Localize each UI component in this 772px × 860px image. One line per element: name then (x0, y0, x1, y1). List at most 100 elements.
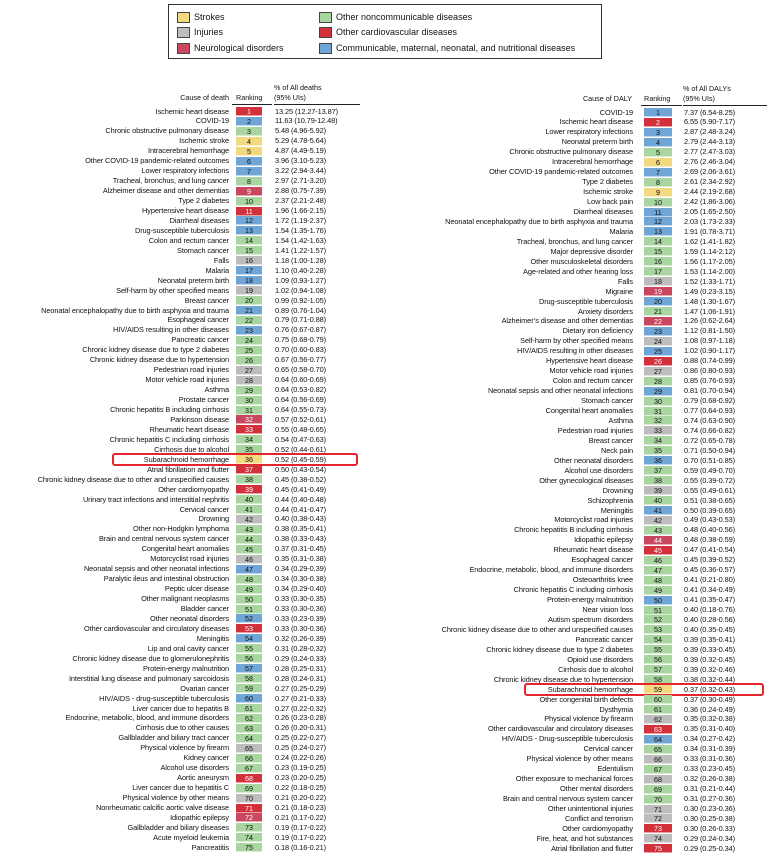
percent-value: 2.76 (2.46-3.04) (684, 157, 735, 167)
percent-value: 0.71 (0.50-0.94) (684, 445, 735, 455)
percent-value: 1.91 (0.78-3.71) (684, 226, 735, 236)
percent-value: 13.25 (12.27-13.87) (275, 106, 339, 116)
cause-name: Liver cancer due to hepatitis C (132, 783, 229, 793)
rank-cell: 73 (644, 824, 672, 834)
percent-value: 0.81 (0.70-0.94) (684, 386, 735, 396)
cause-name: Low back pain (587, 197, 633, 207)
header-pct-line1: % of All deaths (274, 83, 322, 92)
percent-value: 0.64 (0.60-0.69) (275, 375, 326, 385)
cause-name: Pancreatitis (191, 842, 230, 852)
rank-cell: 36 (644, 456, 672, 466)
rank-cell: 2 (644, 117, 672, 127)
rank-cell: 62 (236, 713, 262, 723)
legend-label: Other noncommunicable diseases (336, 12, 473, 22)
percent-value: 1.02 (0.90-1.17) (684, 346, 735, 356)
rank-cell: 67 (236, 763, 262, 773)
rank-cell: 1 (236, 107, 262, 116)
percent-value: 0.21 (0.17-0.22) (275, 812, 326, 822)
rank-cell: 20 (644, 297, 672, 307)
table-row: Anxiety disorders 21 1.47 (1.06-1.91) (0, 307, 772, 317)
rank-cell: 25 (236, 345, 262, 355)
table-row: Diarrheal diseases 12 1.72 (1.19-2.37) (0, 216, 360, 226)
percent-value: 3.22 (2.94-3.44) (275, 166, 326, 176)
table-row: Schizophrenia 40 0.51 (0.38-0.65) (0, 496, 772, 506)
cause-name: Colon and rectum cancer (148, 235, 229, 245)
rank-cell: 9 (236, 186, 262, 196)
legend-swatch (319, 27, 332, 38)
table-row: Cervical cancer 41 0.44 (0.41-0.47) (0, 505, 360, 515)
percent-value: 0.44 (0.41-0.47) (275, 504, 326, 514)
rank-cell: 29 (644, 386, 672, 396)
rank-cell: 32 (236, 415, 262, 425)
rank-cell: 72 (236, 813, 262, 823)
percent-value: 0.24 (0.22-0.26) (275, 753, 326, 763)
table-row: Other cardiomyopathy 73 0.30 (0.26-0.33) (0, 824, 772, 834)
cause-name: Atrial fibrillation and flutter (147, 464, 229, 474)
table-row: Malaria 13 1.91 (0.78-3.71) (0, 227, 772, 237)
table-row: Other cardiomyopathy 39 0.45 (0.41-0.49) (0, 485, 360, 495)
percent-value: 1.26 (0.62-2.64) (684, 316, 735, 326)
rank-cell: 28 (644, 376, 672, 386)
table-row: Alcohol use disorders 67 0.23 (0.19-0.25) (0, 763, 360, 773)
percent-value: 0.41 (0.35-0.47) (684, 595, 735, 605)
percent-value: 1.10 (0.40-2.28) (275, 265, 326, 275)
table-row: Atrial fibrillation and flutter 75 0.29 (0… (0, 844, 772, 854)
cause-name: Osteoarthritis knee (572, 575, 633, 585)
cause-name: Drowning (198, 514, 230, 524)
cause-name: Cirrhosis due to other causes (135, 723, 229, 733)
cause-name: Subarachnoid hemorrhage (547, 684, 633, 694)
percent-value: 0.27 (0.21-0.33) (275, 693, 326, 703)
percent-value: 0.50 (0.39-0.65) (684, 505, 735, 515)
table-row: Pancreatic cancer 54 0.39 (0.35-0.41) (0, 635, 772, 645)
cause-name: Neonatal encephalopathy due to birth asp… (445, 216, 633, 226)
percent-value: 2.79 (2.44-3.13) (684, 137, 735, 147)
percent-value: 0.79 (0.71-0.88) (275, 315, 326, 325)
table-row: Other cardiovascular and circulatory dis… (0, 624, 360, 634)
cause-name: Chronic kidney disease due to type 2 dia… (486, 644, 633, 654)
table-row: Stomach cancer 30 0.79 (0.68-0.92) (0, 396, 772, 406)
table-row: Bladder cancer 51 0.33 (0.30-0.36) (0, 604, 360, 614)
rank-cell: 15 (236, 246, 262, 256)
table-row: Chronic kidney disease due to hypertensi… (0, 355, 360, 365)
header-pct-line2: (95% UIs) (683, 94, 715, 103)
cause-name: Alzheimer’s disease and other dementias (501, 316, 634, 326)
table-row: Drowning 39 0.55 (0.49-0.61) (0, 486, 772, 496)
table-row: Pedestrian road injuries 27 0.65 (0.58-0.7… (0, 365, 360, 375)
rank-cell: 16 (644, 257, 672, 267)
percent-value: 1.59 (1.14-2.12) (684, 246, 735, 256)
legend-label: Other cardiovascular diseases (336, 27, 458, 37)
table-row: Subarachnoid hemorrhage 36 0.52 (0.45-0.59… (0, 455, 360, 465)
rank-cell: 53 (644, 625, 672, 635)
cause-name: Motor vehicle road injuries (549, 366, 633, 376)
cause-name: Self-harm by other specified means (520, 336, 633, 346)
legend-item-neurological: Neurological disorders (177, 43, 284, 54)
percent-value: 0.48 (0.38-0.59) (684, 535, 735, 545)
cause-name: Dysthymia (599, 704, 633, 714)
rank-cell: 25 (644, 346, 672, 356)
percent-value: 0.41 (0.34-0.49) (684, 585, 735, 595)
percent-value: 0.29 (0.24-0.34) (684, 833, 735, 843)
rank-cell: 71 (236, 803, 262, 813)
rank-cell: 61 (644, 705, 672, 714)
percent-value: 2.05 (1.65-2.50) (684, 207, 735, 216)
cause-name: Motorcyclist road injuries (554, 515, 633, 525)
table-row: Physical violence by other means 70 0.21 (… (0, 793, 360, 803)
percent-value: 2.77 (2.47-3.03) (684, 147, 735, 157)
rank-cell: 34 (236, 435, 262, 445)
cause-name: Meningitis (600, 505, 633, 515)
legend: Strokes Other noncommunicable diseases I… (168, 4, 602, 59)
table-row: Opioid use disorders 56 0.39 (0.32-0.45) (0, 655, 772, 665)
legend-item-strokes: Strokes (177, 12, 225, 23)
cause-name: Breast cancer (588, 435, 633, 445)
percent-value: 0.67 (0.56-0.77) (275, 355, 326, 365)
rank-cell: 46 (644, 555, 672, 565)
percent-value: 2.69 (2.06-3.61) (684, 167, 735, 177)
table-row: Esophageal cancer 22 0.79 (0.71-0.88) (0, 315, 360, 325)
percent-value: 0.35 (0.31-0.40) (684, 724, 735, 734)
cause-name: Diarrheal diseases (573, 207, 634, 216)
percent-value: 1.47 (1.06-1.91) (684, 306, 735, 316)
percent-value: 1.49 (0.23-3.15) (684, 286, 735, 296)
rank-cell: 44 (644, 535, 672, 545)
cause-name: Age-related and other hearing loss (523, 266, 633, 276)
table-row: Falls 18 1.52 (1.33-1.71) (0, 277, 772, 287)
